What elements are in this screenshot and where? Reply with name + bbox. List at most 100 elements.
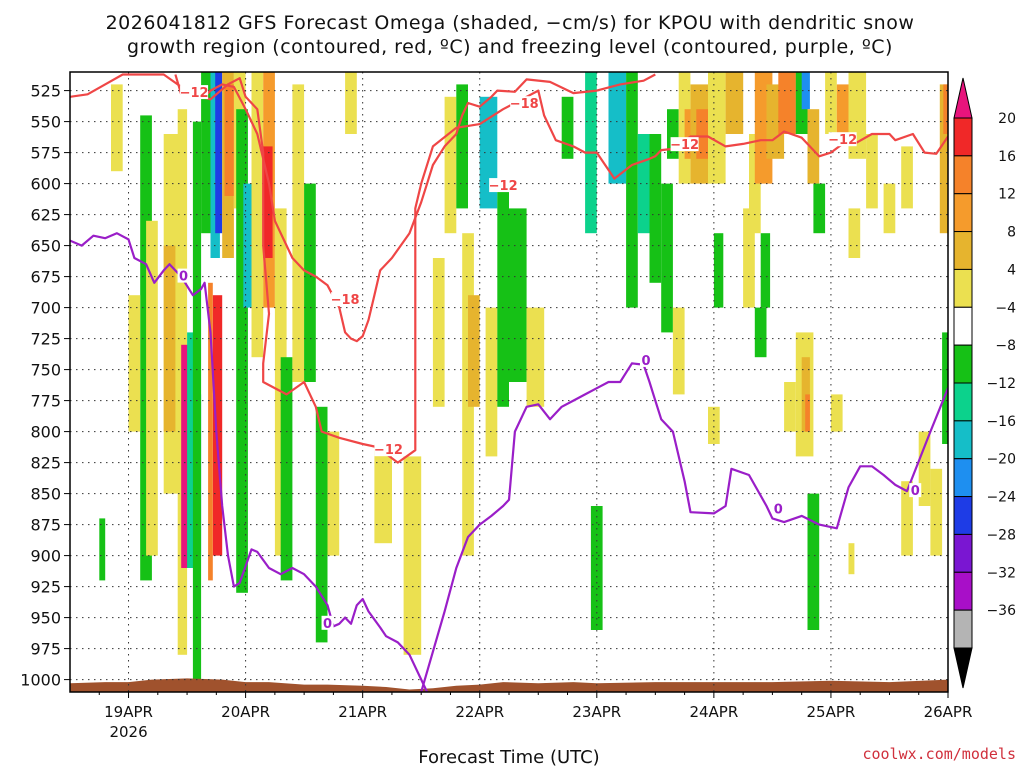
omega-shade-cell bbox=[807, 493, 820, 630]
credit-link[interactable]: coolwx.com/models bbox=[862, 745, 1016, 763]
omega-shade-cell bbox=[684, 109, 697, 159]
y-tick-label: 650 bbox=[30, 237, 61, 256]
colorbar-segment bbox=[953, 571, 973, 611]
colorbar-label: 12 bbox=[998, 187, 1016, 203]
omega-shade-cell bbox=[263, 146, 273, 258]
colorbar-bottom-triangle bbox=[953, 647, 973, 689]
y-tick-label: 625 bbox=[30, 206, 61, 225]
y-tick-label: 900 bbox=[30, 547, 61, 566]
omega-shade-cell bbox=[315, 406, 328, 643]
colorbar-label: 20 bbox=[998, 111, 1016, 127]
omega-shade-cell bbox=[813, 183, 826, 234]
x-axis-label: Forecast Time (UTC) bbox=[418, 747, 599, 768]
x-tick-label: 22APR bbox=[455, 703, 504, 721]
contour-label: −12 bbox=[828, 133, 857, 148]
contour-label: −12 bbox=[489, 179, 518, 194]
omega-shade-cell bbox=[930, 468, 943, 556]
omega-shade-cell bbox=[918, 431, 931, 506]
contour-line bbox=[420, 362, 948, 692]
omega-shade-cell bbox=[626, 72, 638, 308]
colorbar-segment bbox=[953, 306, 973, 346]
omega-shade-cell bbox=[743, 208, 755, 308]
y-tick-label: 675 bbox=[30, 268, 61, 287]
contour-label-bg bbox=[177, 268, 190, 283]
omega-shade-cell bbox=[187, 332, 197, 568]
colorbar-segment bbox=[953, 609, 973, 649]
y-tick-label: 875 bbox=[30, 516, 61, 535]
colorbar-label: −8 bbox=[995, 338, 1016, 354]
omega-shade-cell bbox=[778, 72, 796, 134]
colorbar-segment bbox=[953, 533, 973, 573]
contour-label-bg bbox=[180, 85, 209, 100]
colorbar-label: −36 bbox=[986, 603, 1016, 619]
omega-shade-cell bbox=[456, 84, 468, 209]
terrain-fill bbox=[70, 678, 948, 692]
omega-shade-cell bbox=[201, 72, 211, 234]
colorbar-label: −24 bbox=[986, 490, 1016, 506]
contour-label-bg bbox=[489, 178, 518, 193]
colorbar-label: 4 bbox=[1007, 262, 1016, 278]
omega-shade-cell bbox=[848, 543, 855, 575]
contour-label-bg bbox=[374, 442, 403, 457]
y-tick-label: 1000 bbox=[20, 671, 61, 690]
omega-shade-cell bbox=[805, 394, 810, 432]
contour-label-bg bbox=[331, 292, 360, 307]
colorbar: 20 16 12 8 4 −4 −8 −12 −16 −20 −24 −28 −32 −36 bbox=[953, 77, 1016, 689]
omega-shade-cell bbox=[99, 518, 106, 581]
omega-shade-cell bbox=[215, 72, 223, 234]
omega-shade-cell bbox=[327, 431, 340, 556]
y-tick-label: 825 bbox=[30, 454, 61, 473]
omega-shade-cell bbox=[561, 96, 574, 159]
colorbar-label: 8 bbox=[1007, 225, 1016, 241]
y-tick-label: 600 bbox=[30, 175, 61, 194]
colorbar-segment bbox=[953, 231, 973, 270]
contour-label: 0 bbox=[641, 354, 650, 369]
contour-label-bg bbox=[321, 615, 334, 630]
omega-shade-cell bbox=[942, 332, 948, 444]
omega-shade-cell bbox=[672, 307, 685, 395]
terrain bbox=[70, 678, 948, 692]
omega-shade-cell bbox=[883, 183, 896, 234]
omega-shade-cell bbox=[784, 382, 796, 432]
contour-line bbox=[70, 73, 948, 464]
omega-shade-cell bbox=[497, 183, 509, 407]
x-tick-label: 24APR bbox=[689, 703, 738, 721]
y-tick-label: 800 bbox=[30, 423, 61, 442]
omega-shade-cell bbox=[280, 357, 293, 581]
contour-label: −12 bbox=[374, 443, 403, 458]
omega-shade-cell bbox=[224, 84, 234, 196]
contour-label-bg bbox=[828, 132, 857, 147]
x-tick-label: 19APR bbox=[104, 703, 153, 721]
omega-shade-cell bbox=[236, 109, 248, 593]
y-tick-label: 975 bbox=[30, 640, 61, 659]
contour-label: −18 bbox=[331, 293, 360, 308]
y-axis: 525 550 575 600 625 650 675 700 725 750 775 800 825 8… bbox=[20, 82, 70, 690]
colorbar-label: 16 bbox=[998, 149, 1016, 165]
omega-shade-cell bbox=[649, 134, 662, 283]
omega-shade-cell bbox=[807, 109, 820, 184]
omega-shade-cell bbox=[713, 233, 724, 308]
colorbar-segment bbox=[953, 117, 973, 157]
omega-shade-cell bbox=[866, 134, 878, 209]
omega-shade-cell bbox=[509, 208, 527, 382]
omega-shade-cell bbox=[795, 72, 808, 134]
omega-shade-cell bbox=[111, 84, 123, 172]
y-tick-label: 775 bbox=[30, 392, 61, 411]
colorbar-segment bbox=[953, 496, 973, 535]
omega-shade-cell bbox=[801, 72, 810, 110]
omega-shade-cell bbox=[432, 258, 445, 407]
omega-shade-cell bbox=[661, 183, 673, 333]
colorbar-top-triangle bbox=[953, 77, 973, 119]
colorbar-label: −32 bbox=[986, 565, 1016, 581]
contour-label: −12 bbox=[670, 138, 699, 153]
contour-label-bg bbox=[772, 501, 785, 516]
x-tick-label: 25APR bbox=[807, 703, 856, 721]
omega-shade-cell bbox=[848, 208, 861, 258]
contours bbox=[70, 73, 948, 692]
colorbar-segment bbox=[953, 382, 973, 422]
omega-shade-cell bbox=[163, 245, 176, 432]
omega-shade-cell bbox=[140, 115, 152, 581]
contour-line bbox=[70, 232, 429, 692]
omega-shade-cell bbox=[830, 394, 843, 432]
